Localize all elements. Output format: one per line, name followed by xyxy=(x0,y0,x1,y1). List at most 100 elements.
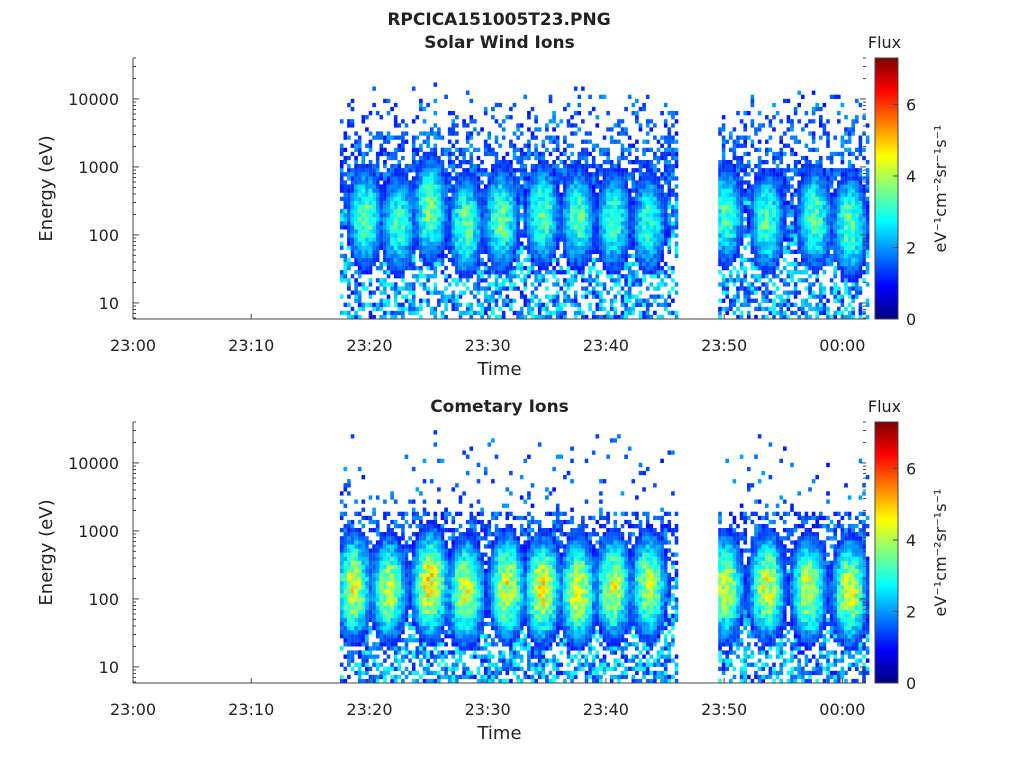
heatmap-cell xyxy=(343,217,348,222)
heatmap-cell xyxy=(808,294,812,299)
heatmap-cell xyxy=(721,249,726,254)
heatmap-cell xyxy=(584,192,589,197)
heatmap-cell xyxy=(375,151,380,157)
heatmap-cell xyxy=(415,196,420,201)
heatmap-cell xyxy=(581,286,585,291)
heatmap-cell xyxy=(606,155,610,161)
heatmap-cell xyxy=(627,204,632,210)
heatmap-cell xyxy=(588,237,592,242)
heatmap-cell xyxy=(527,172,531,177)
heatmap-cell xyxy=(790,151,794,157)
heatmap-cell xyxy=(548,188,553,193)
heatmap-cell xyxy=(775,192,780,197)
heatmap-cell xyxy=(494,135,499,140)
heatmap-cell xyxy=(865,249,870,254)
heatmap-cell xyxy=(743,266,747,271)
heatmap-cell xyxy=(426,131,430,136)
heatmap-cell xyxy=(761,225,765,230)
heatmap-cell xyxy=(401,221,405,226)
heatmap-cell xyxy=(566,237,571,242)
heatmap-cell xyxy=(793,221,798,226)
heatmap-cell xyxy=(599,184,603,189)
heatmap-cell xyxy=(509,257,513,263)
heatmap-cell xyxy=(649,147,654,152)
heatmap-cell xyxy=(783,151,787,157)
heatmap-cell xyxy=(768,229,773,234)
heatmap-cell xyxy=(372,176,376,181)
heatmap-cell xyxy=(663,172,668,177)
heatmap-cell xyxy=(667,200,672,205)
heatmap-cell xyxy=(635,237,639,242)
heatmap-cell xyxy=(833,213,837,218)
heatmap-cell xyxy=(804,270,809,275)
heatmap-cell xyxy=(516,274,520,279)
heatmap-cell xyxy=(519,249,524,254)
heatmap-cell xyxy=(498,282,502,287)
heatmap-cell xyxy=(627,221,632,226)
heatmap-cell xyxy=(819,164,823,169)
heatmap-cell xyxy=(772,168,776,173)
heatmap-cell xyxy=(519,290,524,295)
heatmap-cell xyxy=(541,253,546,259)
heatmap-cell xyxy=(462,123,466,128)
heatmap-cell xyxy=(473,217,477,222)
heatmap-cell xyxy=(851,241,855,246)
heatmap-cell xyxy=(534,180,538,185)
heatmap-cell xyxy=(577,213,582,218)
heatmap-cell xyxy=(642,147,646,152)
heatmap-cell xyxy=(573,213,578,218)
heatmap-cell xyxy=(815,310,819,316)
heatmap-cell xyxy=(516,257,520,263)
heatmap-cell xyxy=(718,233,722,238)
heatmap-cell xyxy=(739,119,744,124)
heatmap-cell xyxy=(653,245,657,250)
heatmap-cell xyxy=(865,200,870,205)
heatmap-cell xyxy=(566,261,571,267)
heatmap-cell xyxy=(822,204,827,210)
heatmap-cell xyxy=(656,286,661,291)
heatmap-cell xyxy=(501,266,506,271)
heatmap-cell xyxy=(516,208,520,214)
heatmap-cell xyxy=(570,188,574,193)
heatmap-cell xyxy=(765,233,769,238)
heatmap-cell xyxy=(772,253,776,259)
heatmap-cell xyxy=(826,245,830,250)
heatmap-cell xyxy=(754,274,758,279)
heatmap-cell xyxy=(844,278,848,283)
heatmap-cell xyxy=(750,257,755,263)
heatmap-cell xyxy=(379,225,384,230)
heatmap-cell xyxy=(397,270,402,275)
heatmap-cell xyxy=(847,192,852,197)
heatmap-cell xyxy=(635,253,639,259)
heatmap-cell xyxy=(635,184,639,189)
heatmap-cell xyxy=(573,274,578,279)
heatmap-cell xyxy=(653,286,657,291)
heatmap-cell xyxy=(455,302,459,307)
heatmap-cell xyxy=(620,180,625,185)
heatmap-cell xyxy=(401,278,405,283)
heatmap-cell xyxy=(808,217,812,222)
heatmap-cell xyxy=(390,155,394,161)
heatmap-cell xyxy=(347,314,351,320)
heatmap-cell xyxy=(819,196,823,201)
heatmap-cell xyxy=(588,302,592,307)
heatmap-cell xyxy=(757,213,762,218)
heatmap-cell xyxy=(833,241,837,246)
heatmap-cell xyxy=(718,221,722,226)
heatmap-cell xyxy=(793,229,798,234)
heatmap-cell xyxy=(808,306,812,312)
heatmap-cell xyxy=(645,225,650,230)
heatmap-cell xyxy=(750,290,755,295)
heatmap-cell xyxy=(811,282,816,287)
heatmap-cell xyxy=(674,151,679,157)
heatmap-cell xyxy=(393,200,398,205)
heatmap-cell xyxy=(840,151,845,157)
heatmap-cell xyxy=(624,278,628,283)
heatmap-cell xyxy=(642,310,646,316)
heatmap-cell xyxy=(801,257,805,263)
heatmap-cell xyxy=(516,237,520,242)
heatmap-cell xyxy=(534,147,538,152)
heatmap-cell xyxy=(718,196,722,201)
heatmap-cell xyxy=(357,147,362,152)
heatmap-cell xyxy=(750,266,755,271)
